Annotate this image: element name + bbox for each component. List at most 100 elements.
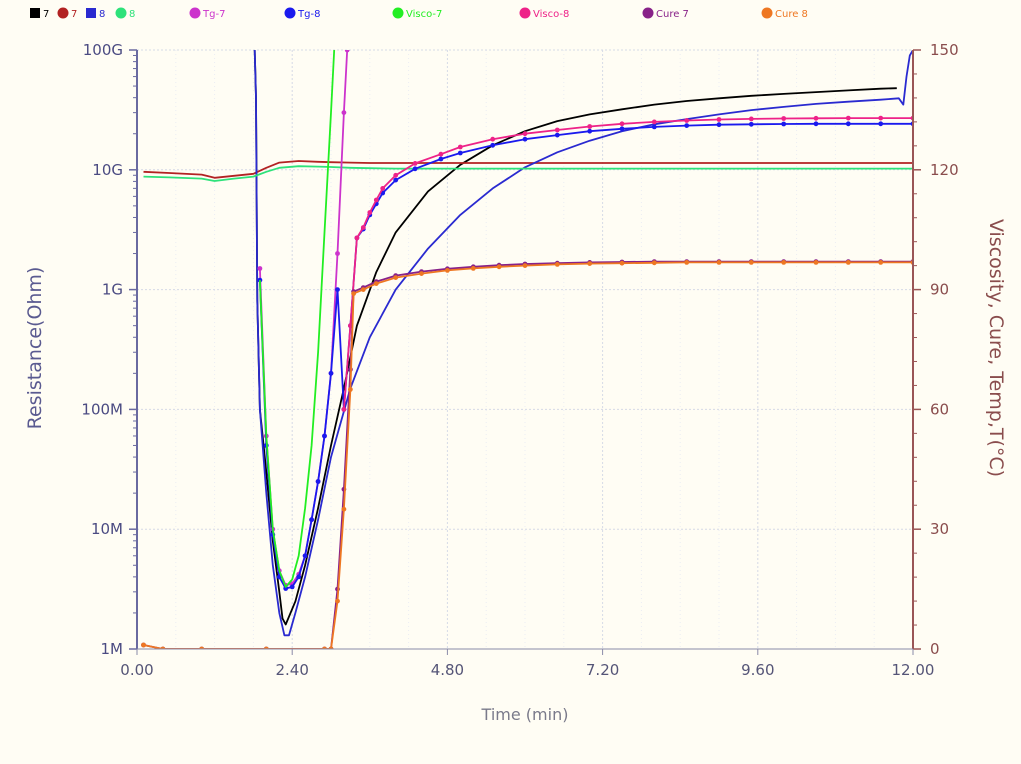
data-point [554, 127, 560, 133]
legend-label: Cure 7 [656, 9, 689, 20]
data-point [490, 136, 496, 142]
data-point [845, 121, 851, 127]
data-point [651, 260, 657, 266]
legend-marker-circle [642, 7, 654, 19]
data-point [328, 370, 334, 376]
legend-label: Cure 8 [775, 9, 808, 20]
data-point [393, 172, 399, 178]
legend-item: Cure 8 [761, 7, 808, 20]
series-line [143, 260, 913, 649]
data-point [651, 124, 657, 130]
data-point [554, 132, 560, 138]
data-point [684, 118, 690, 123]
y-left-tick-label: 10G [92, 161, 123, 179]
legend-item: Tg-7 [189, 7, 225, 20]
series-line [143, 261, 913, 649]
legend-label: Visco-8 [533, 9, 569, 20]
data-point [309, 517, 314, 523]
legend-label: Visco-7 [406, 9, 442, 20]
x-tick-label: 12.00 [892, 661, 935, 679]
data-point [813, 260, 819, 265]
data-point [651, 119, 657, 125]
data-point [445, 268, 450, 273]
legend-item: 8 [86, 8, 105, 20]
legend-label: 7 [71, 9, 77, 20]
legend-item: Visco-8 [519, 7, 569, 20]
data-point [748, 121, 754, 127]
data-point [684, 123, 690, 128]
data-point [554, 262, 560, 267]
data-point [587, 124, 593, 129]
data-point [380, 186, 386, 191]
data-point [296, 574, 302, 580]
data-point [716, 260, 722, 265]
data-point [878, 121, 884, 127]
data-point [348, 387, 353, 392]
series-0 [253, 50, 897, 626]
y-right-tick-label: 30 [930, 520, 949, 538]
data-point [412, 161, 418, 166]
legend-item: 7 [30, 8, 49, 20]
y-right-tick-label: 60 [930, 400, 949, 418]
legend-marker-circle [519, 7, 531, 19]
data-point [457, 150, 463, 156]
legend-marker-circle [392, 7, 404, 19]
data-point [587, 128, 593, 134]
data-point [289, 584, 295, 590]
x-tick-label: 4.80 [431, 661, 464, 679]
series-2 [253, 50, 913, 637]
legend-item: Cure 7 [642, 7, 689, 20]
data-point [619, 126, 625, 132]
x-tick-label: 0.00 [120, 661, 153, 679]
data-point [344, 50, 350, 53]
series-6 [259, 50, 336, 588]
data-point [283, 586, 289, 591]
series-3 [143, 165, 913, 182]
data-point [878, 260, 884, 265]
data-point [684, 260, 690, 265]
data-point [419, 271, 424, 276]
data-point [360, 287, 366, 292]
data-point [322, 646, 327, 649]
legend-marker-square [30, 8, 40, 18]
series-line [259, 50, 336, 588]
data-point [438, 151, 444, 157]
data-point [748, 260, 754, 265]
data-point [335, 287, 340, 292]
series-line [143, 160, 913, 179]
legend-label: Tg-8 [297, 9, 320, 20]
data-point [438, 156, 444, 162]
data-point [360, 225, 366, 230]
legend-marker-circle [57, 7, 69, 19]
y-left-tick-label: 100G [83, 41, 123, 59]
series-layer [141, 50, 913, 649]
series-line [259, 122, 913, 590]
legend: 7 7 8 8 Tg-7 Tg-8 Visco-7 Visco-8 Cure 7 Cure 8 [30, 7, 808, 20]
data-point [748, 116, 754, 122]
data-point [496, 264, 502, 270]
series-9 [141, 260, 913, 649]
data-point [619, 260, 625, 266]
data-point [341, 506, 347, 512]
data-point [341, 407, 347, 412]
data-point [328, 646, 334, 649]
data-point [393, 275, 399, 280]
y-left-tick-label: 1M [101, 640, 124, 658]
data-point [781, 121, 787, 127]
data-point [587, 261, 593, 266]
x-tick-label: 2.40 [275, 661, 308, 679]
x-axis-title: Time (min) [481, 705, 569, 724]
data-point [351, 291, 356, 296]
y-axis-right-title: Viscosity, Cure, Temp,T(°C) [985, 219, 1007, 477]
data-point [619, 121, 625, 127]
data-point [367, 210, 373, 215]
legend-marker-square [86, 8, 96, 18]
data-point [813, 115, 819, 121]
legend-item: Visco-7 [392, 7, 442, 20]
legend-marker-circle [761, 7, 773, 19]
data-point [845, 260, 851, 265]
data-point [257, 266, 263, 271]
data-point [522, 131, 528, 137]
legend-label: 8 [129, 9, 135, 20]
